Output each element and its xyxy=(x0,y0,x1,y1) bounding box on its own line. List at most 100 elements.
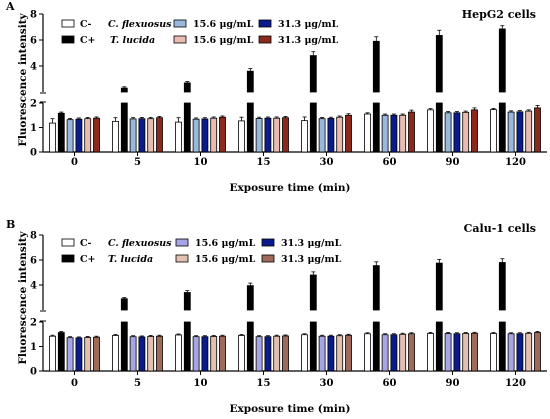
bar xyxy=(498,321,506,372)
y-tick-label: 4 xyxy=(30,281,37,292)
legend-label-c-flexuosus: C. flexuosus xyxy=(108,238,172,249)
bar xyxy=(453,333,461,372)
bar xyxy=(507,111,515,153)
x-tick-label: 120 xyxy=(505,157,526,168)
legend-label-t-lucida-low: 15.6 μg/mL xyxy=(193,35,254,46)
legend-label-t-lucida-low: 15.6 μg/mL xyxy=(195,254,256,265)
x-axis-label: Exposure time (min) xyxy=(230,403,351,415)
x-tick-label: 15 xyxy=(257,378,271,389)
bar xyxy=(201,118,209,153)
bar xyxy=(255,118,263,153)
bar xyxy=(498,102,506,153)
bar xyxy=(192,336,200,372)
legend-swatch-c-minus xyxy=(61,19,75,28)
x-tick-label: 5 xyxy=(134,378,141,389)
bar-upper-segment xyxy=(120,298,128,311)
bar xyxy=(246,321,254,372)
bar xyxy=(264,336,272,372)
legend-label-t-lucida-high: 31.3 μg/mL xyxy=(278,35,339,46)
bar xyxy=(238,335,245,372)
bar xyxy=(301,334,308,372)
bar xyxy=(381,114,389,153)
legend-label-t-lucida: T. lucida xyxy=(108,254,153,265)
x-tick-label: 90 xyxy=(446,378,460,389)
bar xyxy=(336,335,344,372)
bar xyxy=(93,336,100,372)
bar xyxy=(264,117,272,153)
bar xyxy=(427,333,434,372)
legend-swatch-c-minus xyxy=(61,238,75,247)
x-tick-label: 120 xyxy=(505,378,526,389)
bar xyxy=(66,119,74,153)
legend: C- C+ C. flexuosus T. lucida 15.6 μg/mL … xyxy=(61,238,342,265)
legend-label-c-flexuosus: C. flexuosus xyxy=(108,19,172,30)
x-tick-label: 60 xyxy=(383,157,397,168)
legend-swatch-c-flexuosus-low xyxy=(175,238,189,247)
chart-title: HepG2 cells xyxy=(462,8,536,21)
bar xyxy=(84,118,92,153)
bar xyxy=(390,114,398,153)
bar-upper-segment xyxy=(309,274,317,311)
bar xyxy=(507,333,515,372)
bar xyxy=(364,113,371,153)
bar xyxy=(57,112,65,153)
bar xyxy=(192,118,200,153)
bar-upper-segment xyxy=(120,87,128,93)
bar xyxy=(183,102,191,153)
bar xyxy=(282,335,289,372)
bar xyxy=(255,336,263,372)
bar xyxy=(444,112,452,153)
bar xyxy=(183,321,191,372)
bar xyxy=(490,109,497,153)
bar xyxy=(301,120,308,153)
legend-swatch-c-flexuosus-high xyxy=(258,19,272,28)
x-tick-label: 30 xyxy=(320,378,334,389)
bar xyxy=(490,333,497,372)
bar xyxy=(309,102,317,153)
bar xyxy=(219,335,226,372)
legend-swatch-c-plus xyxy=(61,254,75,263)
bar xyxy=(156,117,163,153)
bar xyxy=(147,336,155,372)
bar xyxy=(156,335,163,372)
x-tick-label: 0 xyxy=(71,157,78,168)
bar-upper-segment xyxy=(435,262,443,311)
bar xyxy=(444,333,452,372)
y-axis-label: Fluorescence intensity xyxy=(17,230,29,364)
bar-upper-segment xyxy=(246,285,254,311)
bar-upper-segment xyxy=(435,35,443,93)
bar xyxy=(112,120,119,153)
bar xyxy=(427,109,434,153)
legend-swatch-c-flexuosus-low xyxy=(173,19,187,28)
legend-swatch-t-lucida-low xyxy=(175,254,189,263)
bar xyxy=(138,336,146,372)
bar xyxy=(516,111,524,153)
x-tick-label: 30 xyxy=(320,157,334,168)
bar xyxy=(66,337,74,372)
y-tick-label: 0 xyxy=(30,367,37,378)
bar xyxy=(318,335,326,372)
chart-title: Calu-1 cells xyxy=(464,222,536,235)
x-tick-label: 10 xyxy=(194,157,208,168)
bar xyxy=(84,337,92,372)
legend-label-c-flexuosus-low: 15.6 μg/mL xyxy=(195,238,256,249)
bar xyxy=(129,118,137,153)
legend-swatch-t-lucida-high xyxy=(261,254,275,263)
panel-b: B Calu-1 cells Fluorescence intensity Ex… xyxy=(6,218,547,415)
bar xyxy=(282,117,289,153)
bar xyxy=(175,334,182,372)
x-tick-label: 10 xyxy=(194,378,208,389)
bar xyxy=(381,334,389,372)
bar xyxy=(210,336,218,372)
bar xyxy=(372,321,380,372)
legend-label-c-flexuosus-high: 31.3 μg/mL xyxy=(278,19,339,30)
panel-a: A HepG2 cells Fluorescence intensity Exp… xyxy=(5,0,547,194)
bar xyxy=(525,332,533,372)
bar xyxy=(210,117,218,153)
bar xyxy=(534,107,541,153)
x-tick-label: 0 xyxy=(71,378,78,389)
bar xyxy=(408,111,415,153)
legend-label-c-plus: C+ xyxy=(80,254,96,265)
legend-swatch-c-plus xyxy=(61,35,75,44)
bar xyxy=(246,102,254,153)
